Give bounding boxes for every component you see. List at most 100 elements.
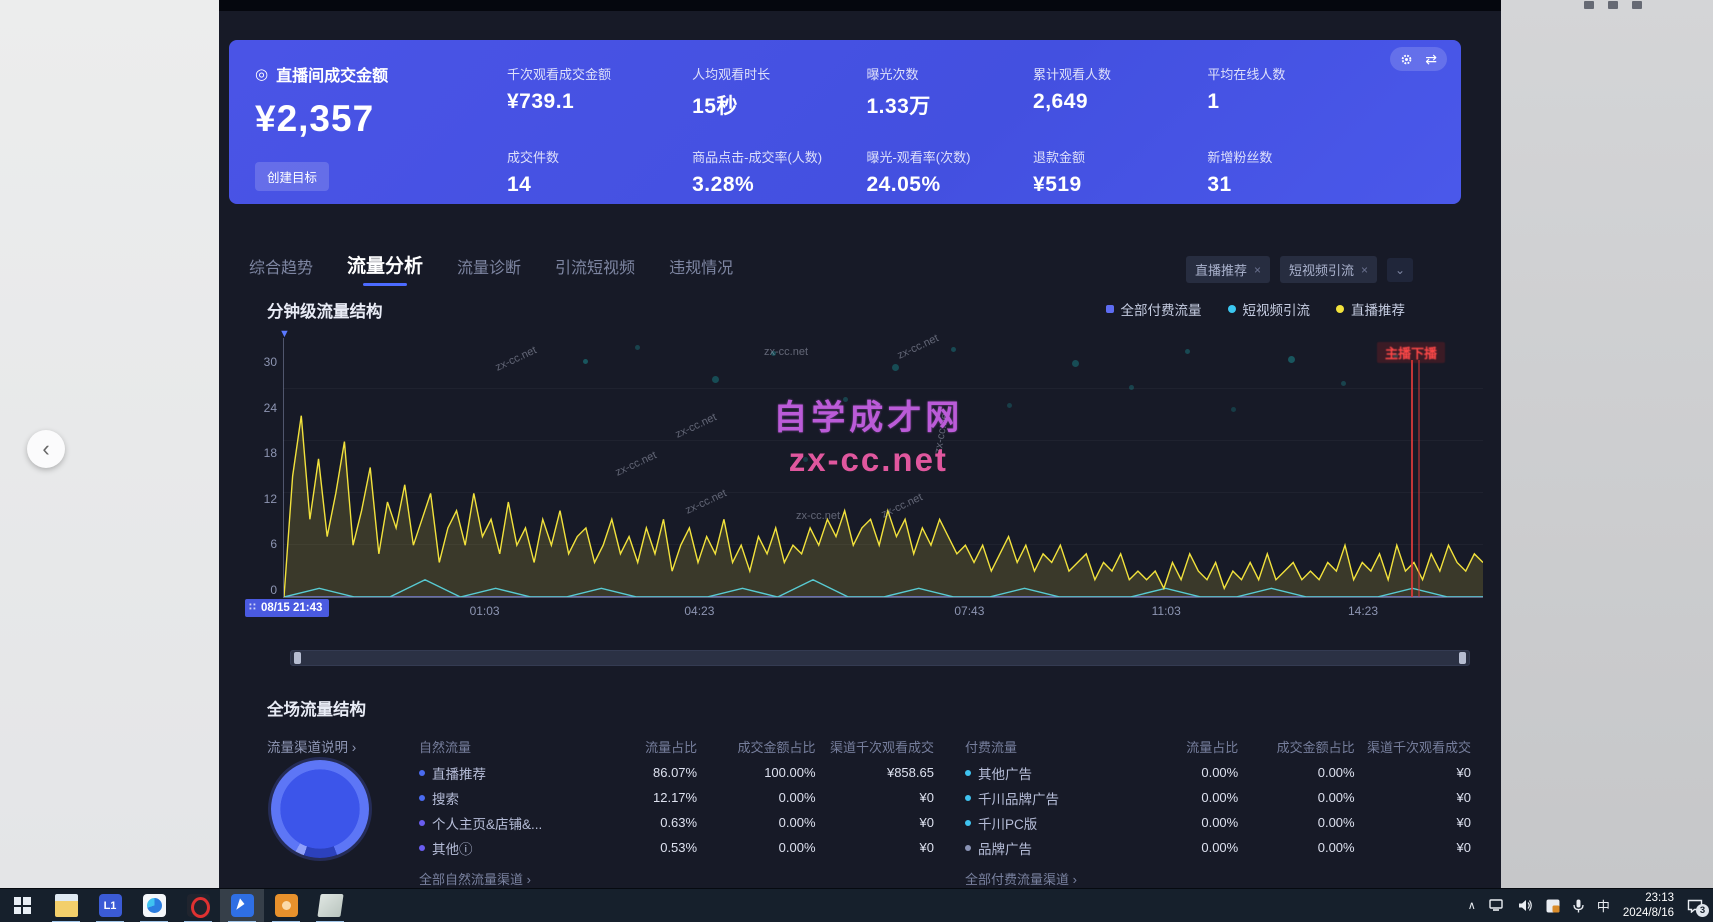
stream-end-marker-badge: 主播下播 <box>1377 342 1446 363</box>
clock-time: 23:13 <box>1645 892 1674 905</box>
channel-dot <box>419 769 425 776</box>
create-goal-button[interactable]: 创建目标 <box>255 162 330 191</box>
gmv-share: 0.00% <box>778 790 816 805</box>
filter-chip[interactable]: 短视频引流 × <box>1279 256 1377 283</box>
metric-value: 3.28% <box>692 173 755 196</box>
gpm-value: ¥0 <box>1456 765 1471 780</box>
filter-chip[interactable]: 直播推荐 × <box>1185 256 1270 283</box>
filter-chip-label: 直播推荐 <box>1194 263 1247 278</box>
channel-dot <box>965 819 971 826</box>
series-lines <box>284 338 1483 597</box>
gpm-value: ¥858.65 <box>886 765 934 780</box>
channel-help-link[interactable]: 流量渠道说明 › <box>267 740 357 755</box>
traffic-share: 0.00% <box>1201 765 1239 780</box>
microphone-icon[interactable] <box>1573 899 1584 913</box>
taskbar-app-icon[interactable] <box>220 888 264 922</box>
chip-close-icon[interactable]: × <box>1253 262 1261 277</box>
gpm-value: ¥0 <box>1456 815 1471 830</box>
metric-label: 商品点击-成交率(人数) <box>692 150 823 165</box>
y-tick: 12 <box>263 491 277 506</box>
table-row: 千川PC版 0.00% 0.00% ¥0 <box>965 810 1471 835</box>
tray-expand-icon[interactable]: ∧ <box>1467 900 1476 912</box>
legend-item[interactable]: 短视频引流 <box>1227 299 1310 319</box>
traffic-share: 0.53% <box>660 840 698 855</box>
traffic-donut-chart[interactable] <box>271 760 369 858</box>
taskbar-app-icon[interactable] <box>308 889 352 922</box>
gmv-share: 0.00% <box>1317 790 1355 805</box>
taskbar-app-icon[interactable] <box>176 889 220 922</box>
chevron-right-icon: › <box>1072 872 1077 887</box>
taskbar-clock[interactable]: 23:13 2024/8/16 <box>1623 891 1674 920</box>
section-title: 全场流量结构 <box>267 701 366 719</box>
chevron-down-icon[interactable]: ⌄ <box>1387 257 1413 282</box>
taskbar-app-icon[interactable] <box>44 889 88 922</box>
legend-label: 全部付费流量 <box>1120 303 1202 318</box>
gear-icon[interactable] <box>1400 53 1413 66</box>
metric-value: 2,649 <box>1033 90 1089 113</box>
network-icon[interactable] <box>1489 899 1505 912</box>
metric: 千次观看成交金额 ¥739.1 <box>507 64 680 120</box>
taskbar-app-icon[interactable] <box>132 889 176 922</box>
tab[interactable]: 违规情况 <box>669 260 734 277</box>
y-tick: 6 <box>270 537 277 552</box>
x-tick: 11:03 <box>1151 604 1181 618</box>
legend-label: 直播推荐 <box>1351 303 1405 318</box>
carousel-prev-button[interactable]: ‹ <box>27 430 65 468</box>
channel-name: 品牌广告 <box>978 841 1032 857</box>
hero-toolbar: ⇄ <box>1390 47 1447 71</box>
channel-name: 千川PC版 <box>978 816 1038 832</box>
channel-name: 其他ⓘ <box>432 841 473 857</box>
y-axis: 30 24 18 12 6 0 <box>245 356 277 596</box>
tray-app-icon[interactable] <box>1546 899 1560 913</box>
start-button[interactable] <box>0 889 44 922</box>
hero-metrics-card: ◎ 直播间成交金额 ¥2,357 创建目标 千次观看成交金额 ¥739.1 人均… <box>229 40 1461 204</box>
table-header: 付费流量 流量占比 成交金额占比 渠道千次观看成交 <box>965 739 1471 755</box>
metric-value: 14 <box>507 173 532 196</box>
legend-item[interactable]: 全部付费流量 <box>1105 299 1202 319</box>
windows-logo-icon <box>13 897 31 914</box>
chevron-right-icon: › <box>526 872 531 887</box>
app-icon: L1 <box>98 894 122 917</box>
gpm-value: ¥0 <box>919 790 934 805</box>
window-icon <box>1632 1 1642 9</box>
channel-dot <box>419 794 425 801</box>
tab[interactable]: 综合趋势 <box>249 260 314 277</box>
volume-icon[interactable] <box>1518 899 1533 912</box>
legend-item[interactable]: 直播推荐 <box>1336 299 1405 319</box>
taskbar-app-icon[interactable] <box>264 889 308 922</box>
notification-icon[interactable]: 3 <box>1687 899 1709 917</box>
app-icon <box>274 894 298 917</box>
gmv-share: 100.00% <box>764 765 816 780</box>
channel-dot <box>965 844 971 851</box>
window-icon <box>1608 1 1618 9</box>
all-natural-channels-link[interactable]: 全部自然流量渠道 › <box>419 872 531 887</box>
tab[interactable]: 引流短视频 <box>555 260 636 277</box>
chart-legend: 全部付费流量 短视频引流 直播推荐 <box>1105 299 1405 319</box>
gmv-share: 0.00% <box>1317 815 1355 830</box>
ime-indicator[interactable]: 中 <box>1596 899 1610 914</box>
plot-area[interactable]: 主播下播 zx-cc.net zx-cc.net zx-cc.net zx-cc.ne… <box>283 332 1483 598</box>
slider-handle-left[interactable] <box>294 652 301 664</box>
natural-traffic-table: 自然流量 流量占比 成交金额占比 渠道千次观看成交 直播推荐 86.07% 10… <box>419 732 934 888</box>
app-top-bar <box>219 0 1501 11</box>
tab[interactable]: 流量诊断 <box>457 260 522 277</box>
chart-range-slider[interactable] <box>290 650 1470 666</box>
video-noise-specks <box>284 338 287 341</box>
metric: 曝光次数 1.33万 <box>866 64 1021 120</box>
metric-label: 曝光-观看率(次数) <box>866 150 971 165</box>
x-tick: 14:23 <box>1347 604 1379 618</box>
hero-metric-grid: 千次观看成交金额 ¥739.1 人均观看时长 15秒 曝光次数 1.33万 累计… <box>507 64 1331 197</box>
swap-icon[interactable]: ⇄ <box>1425 51 1437 67</box>
metric: 曝光-观看率(次数) 24.05% <box>866 147 1021 197</box>
target-icon: ◎ <box>255 65 269 83</box>
all-paid-channels-link[interactable]: 全部付费流量渠道 › <box>965 872 1077 887</box>
table-row: 品牌广告 0.00% 0.00% ¥0 <box>965 835 1471 860</box>
tab[interactable]: 流量分析 <box>347 251 423 284</box>
chip-close-icon[interactable]: × <box>1360 262 1368 277</box>
taskbar-app-icon[interactable]: L1 <box>88 889 132 922</box>
slider-handle-right[interactable] <box>1459 652 1466 664</box>
gmv-share: 0.00% <box>1317 840 1355 855</box>
metric: 累计观看人数 2,649 <box>1033 64 1195 120</box>
gpm-value: ¥0 <box>1456 790 1471 805</box>
metric-value: 31 <box>1207 173 1232 196</box>
